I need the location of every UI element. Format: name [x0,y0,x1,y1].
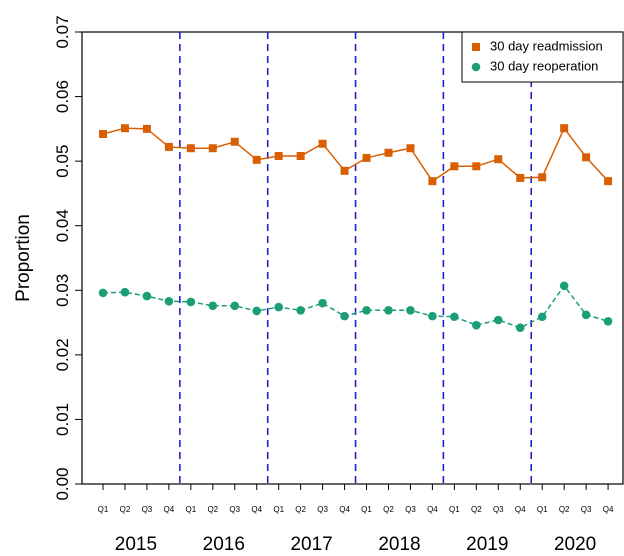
data-point [99,130,107,139]
data-point [230,137,239,146]
year-label: 2018 [378,534,420,555]
data-point [362,153,371,162]
data-point [142,124,151,133]
data-point [516,173,525,182]
data-point [581,310,591,320]
data-point [406,306,415,315]
data-point [603,316,613,326]
data-point [560,124,569,133]
legend-label: 30 day reoperation [490,58,598,73]
data-point [252,155,261,164]
data-point [274,151,283,160]
x-tick-label: Q4 [339,505,350,514]
x-tick-label: Q4 [164,505,175,514]
y-tick-label: 0.02 [53,338,72,371]
data-point [450,312,459,322]
x-tick-label: Q3 [581,505,592,514]
legend-label: 30 day readmission [490,38,603,53]
data-point [559,281,569,291]
x-tick-label: Q4 [603,505,614,514]
legend-box [461,31,624,83]
data-point [318,139,327,148]
data-point [164,296,174,306]
data-point [186,297,196,307]
data-point [494,155,503,164]
y-tick-label: 0.04 [53,209,72,242]
legend-marker [472,43,480,51]
x-tick-label: Q3 [317,505,328,514]
data-point [120,124,129,133]
data-point [538,173,547,182]
data-point [318,298,327,308]
data-point [384,306,393,315]
y-tick-label: 0.01 [53,403,72,436]
y-tick-label: 0.06 [53,80,72,113]
legend-marker [471,62,481,72]
data-point [230,301,240,311]
x-tick-label: Q2 [207,505,218,514]
data-point [472,162,481,171]
x-tick-label: Q1 [537,505,548,514]
data-point [186,144,195,153]
data-point [384,148,393,157]
data-point [406,144,415,153]
data-point [515,323,525,333]
y-axis-label: Proportion [13,214,34,302]
data-point [450,162,459,171]
data-point [296,151,305,160]
data-point [252,306,262,316]
data-point [208,144,217,153]
data-point [582,153,591,162]
x-tick-label: Q4 [515,505,526,514]
plot-frame [81,31,624,485]
y-tick-label: 0.03 [53,274,72,307]
y-tick-label: 0.07 [53,15,72,48]
data-point [428,177,437,186]
year-label: 2019 [466,534,508,555]
x-tick-label: Q3 [405,505,416,514]
x-tick-label: Q1 [449,505,460,514]
y-tick-label: 0.05 [53,145,72,178]
year-label: 2016 [203,534,245,555]
x-tick-label: Q1 [186,505,197,514]
data-point [142,291,152,301]
data-point [208,301,218,311]
x-tick-label: Q2 [383,505,394,514]
x-tick-label: Q3 [493,505,504,514]
data-point [340,166,349,175]
x-tick-label: Q4 [251,505,262,514]
data-point [120,287,130,297]
x-tick-label: Q1 [361,505,372,514]
x-tick-label: Q1 [98,505,109,514]
x-tick-label: Q4 [427,505,438,514]
x-tick-label: Q2 [120,505,131,514]
x-tick-label: Q2 [471,505,482,514]
x-tick-label: Q3 [142,505,153,514]
data-point [274,302,283,312]
x-tick-label: Q1 [273,505,284,514]
data-point [362,306,371,315]
data-point [537,312,547,322]
data-point [296,306,305,315]
x-tick-label: Q3 [229,505,240,514]
y-tick-label: 0.00 [53,467,72,500]
x-tick-label: Q2 [295,505,306,514]
data-point [340,311,349,321]
data-point [164,142,173,151]
data-point [428,311,437,321]
data-point [472,320,481,330]
x-tick-label: Q2 [559,505,570,514]
data-point [493,315,503,325]
year-label: 2017 [290,534,332,555]
data-point [604,177,613,186]
data-point [98,288,108,298]
year-label: 2020 [554,534,596,555]
year-label: 2015 [115,534,157,555]
